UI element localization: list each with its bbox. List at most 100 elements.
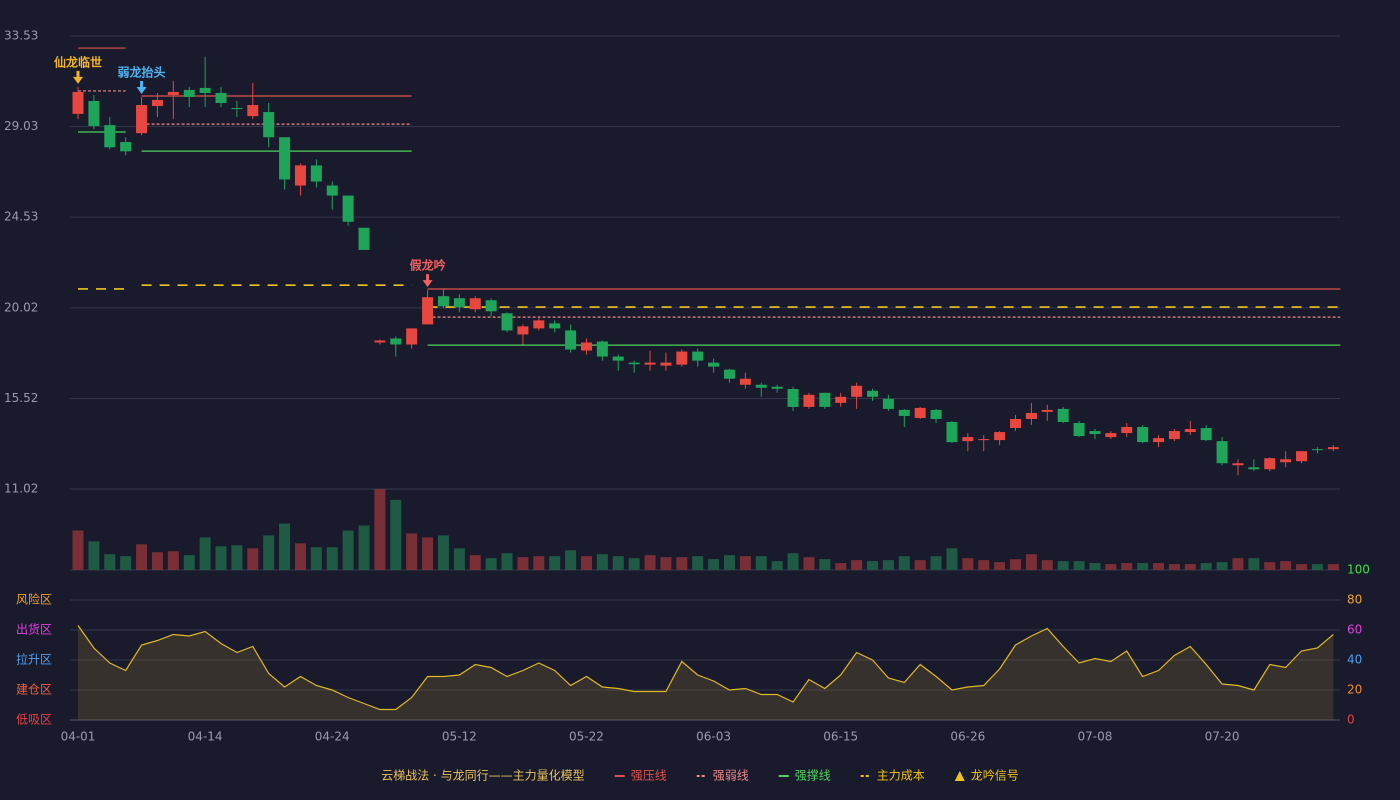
candle-body bbox=[787, 388, 799, 407]
x-tick-label: 06-26 bbox=[950, 730, 985, 744]
volume-bar bbox=[1184, 564, 1196, 570]
volume-bar bbox=[1121, 563, 1133, 570]
volume-bar bbox=[533, 556, 545, 570]
volume-bar bbox=[660, 557, 672, 570]
volume-bar bbox=[1105, 564, 1117, 570]
legend-label: 强撑线 bbox=[795, 768, 831, 783]
candle-body bbox=[1041, 409, 1053, 412]
volume-bar bbox=[406, 533, 418, 570]
candle-body bbox=[628, 362, 640, 365]
candle-body bbox=[1216, 441, 1228, 464]
volume-bar bbox=[1264, 562, 1276, 570]
candle-body bbox=[994, 432, 1006, 441]
candle-body bbox=[1010, 418, 1022, 429]
volume-bar bbox=[437, 535, 449, 570]
candle-body bbox=[326, 185, 338, 196]
candle-body bbox=[151, 99, 163, 107]
y-tick-label: 33.53 bbox=[4, 29, 38, 43]
candle-body bbox=[1200, 428, 1212, 441]
volume-bar bbox=[279, 523, 291, 570]
volume-bar bbox=[1153, 563, 1165, 570]
volume-bar bbox=[517, 557, 529, 570]
candle-body bbox=[231, 108, 243, 110]
zone-label: 建仓区 bbox=[16, 683, 52, 697]
y-tick-label: 11.02 bbox=[4, 482, 38, 496]
candle-body bbox=[1184, 429, 1196, 433]
candle-body bbox=[390, 338, 402, 345]
volume-bar bbox=[1248, 558, 1260, 570]
volume-bar bbox=[294, 543, 306, 570]
candle-body bbox=[422, 297, 434, 325]
volume-bar bbox=[1327, 564, 1339, 570]
x-tick-label: 07-08 bbox=[1078, 730, 1113, 744]
volume-bar bbox=[1200, 563, 1212, 570]
signal-label: 假龙吟 bbox=[410, 258, 446, 273]
candle-body bbox=[1105, 433, 1117, 438]
volume-bar bbox=[819, 559, 831, 570]
volume-bar bbox=[1025, 554, 1037, 570]
volume-bar bbox=[882, 560, 894, 570]
volume-bar bbox=[422, 537, 434, 570]
x-tick-label: 07-20 bbox=[1205, 730, 1240, 744]
candle-body bbox=[215, 92, 227, 104]
candle-body bbox=[1311, 449, 1323, 451]
candle-body bbox=[120, 142, 132, 152]
volume-bar bbox=[644, 555, 656, 570]
legend-item: 强弱线 bbox=[696, 769, 749, 783]
candle-body bbox=[72, 91, 84, 114]
candle-body bbox=[1296, 451, 1308, 462]
candle-body bbox=[533, 320, 545, 329]
volume-bar bbox=[1041, 560, 1053, 570]
candle-body bbox=[930, 409, 942, 419]
candle-body bbox=[660, 362, 672, 366]
legend-label: 强压线 bbox=[631, 769, 667, 783]
signal-label: 弱龙抬头 bbox=[118, 64, 166, 79]
candle-body bbox=[517, 326, 529, 335]
volume-bar bbox=[342, 530, 354, 570]
volume-bar bbox=[104, 554, 116, 570]
candle-body bbox=[1232, 463, 1244, 466]
candle-body bbox=[1327, 447, 1339, 450]
volume-bar bbox=[1296, 564, 1308, 570]
x-tick-label: 06-15 bbox=[823, 730, 858, 744]
y-tick-label: 20.02 bbox=[4, 300, 38, 314]
candle-body bbox=[374, 340, 386, 343]
volume-bar bbox=[755, 556, 767, 570]
volume-bar bbox=[453, 548, 465, 570]
volume-bar bbox=[1280, 561, 1292, 570]
volume-bar bbox=[120, 556, 132, 570]
legend-item: 强压线 bbox=[614, 769, 667, 783]
candle-body bbox=[406, 328, 418, 345]
candle-body bbox=[1153, 438, 1165, 443]
volume-bar bbox=[771, 561, 783, 570]
candle-body bbox=[723, 369, 735, 379]
candle-body bbox=[739, 378, 751, 385]
volume-bar bbox=[596, 554, 608, 570]
legend-swatch bbox=[954, 771, 965, 781]
candle-body bbox=[835, 396, 847, 403]
zone-label: 出货区 bbox=[16, 622, 52, 637]
candle-body bbox=[342, 195, 354, 222]
candle-body bbox=[676, 351, 688, 365]
volume-bar bbox=[501, 553, 513, 570]
volume-bar bbox=[1232, 558, 1244, 570]
volume-bar bbox=[930, 556, 942, 570]
candle-body bbox=[136, 105, 148, 134]
candle-body bbox=[1280, 459, 1292, 463]
y-tick-label: 29.03 bbox=[4, 119, 38, 133]
volume-bar bbox=[485, 558, 497, 570]
candle-body bbox=[755, 384, 767, 388]
volume-bar bbox=[628, 558, 640, 570]
candle-body bbox=[851, 385, 863, 397]
volume-bar bbox=[994, 562, 1006, 570]
volume-bar bbox=[676, 557, 688, 570]
volume-bar bbox=[723, 555, 735, 570]
candle-body bbox=[978, 439, 990, 441]
legend-label: 强弱线 bbox=[713, 769, 749, 783]
volume-bar bbox=[247, 548, 259, 570]
volume-bar bbox=[183, 555, 195, 570]
candle-body bbox=[167, 91, 179, 95]
volume-bar bbox=[835, 563, 847, 570]
legend-item: 强撑线 bbox=[778, 768, 831, 783]
